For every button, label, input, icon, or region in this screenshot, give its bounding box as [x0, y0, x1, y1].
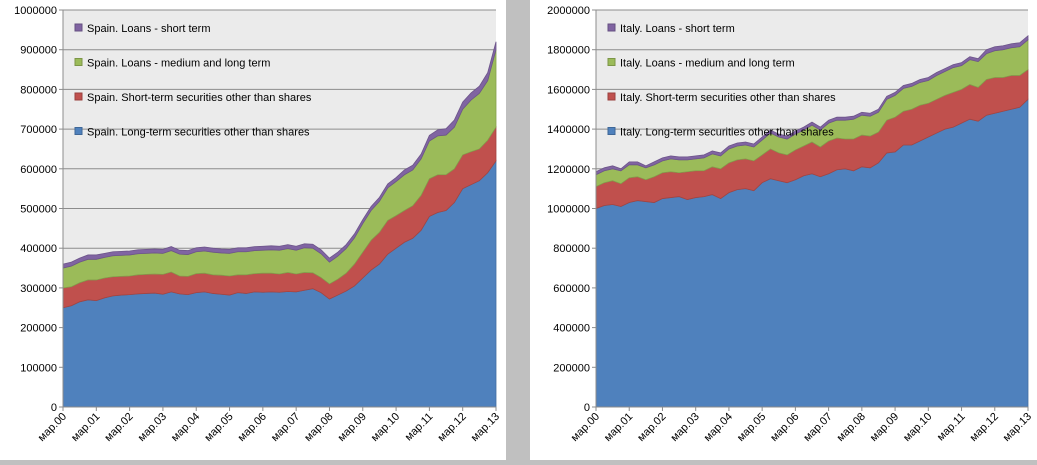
y-tick-label: 800000	[20, 84, 57, 96]
y-tick-label: 900000	[20, 45, 57, 57]
legend-label: Italy. Short-term securities other than …	[620, 92, 836, 104]
y-tick-label: 1800000	[547, 45, 590, 57]
y-tick-label: 400000	[20, 243, 57, 255]
y-tick-label: 1000000	[14, 5, 57, 17]
legend-label: Spain. Long-term securities other than s…	[87, 127, 310, 139]
area	[595, 34, 1029, 176]
legend-swatch	[607, 58, 616, 66]
y-tick-label: 1000000	[547, 204, 590, 216]
y-tick-label: 800000	[553, 243, 590, 255]
legend-swatch	[74, 23, 83, 32]
legend-label: Italy. Loans - short term	[620, 23, 735, 35]
legend-label: Spain. Loans - medium and long term	[87, 58, 270, 70]
y-tick-label: 700000	[20, 124, 57, 136]
y-tick-label: 0	[51, 402, 57, 414]
y-tick-label: 2000000	[547, 5, 590, 17]
legend-swatch	[607, 92, 616, 101]
legend-label: Spain. Loans - short term	[87, 23, 211, 35]
legend-swatch	[607, 23, 616, 32]
legend-swatch	[607, 127, 616, 135]
y-tick-label: 0	[584, 402, 590, 414]
y-tick-label: 300000	[20, 283, 57, 295]
y-tick-label: 1600000	[547, 84, 590, 96]
y-tick-label: 1400000	[547, 124, 590, 136]
y-tick-label: 100000	[20, 362, 57, 374]
y-tick-label: 600000	[553, 283, 590, 295]
legend-label: Spain. Short-term securities other than …	[87, 92, 312, 104]
y-tick-label: 400000	[553, 323, 590, 335]
legend-label: Italy. Long-term securities other than s…	[620, 127, 834, 139]
legend-swatch	[74, 58, 83, 66]
y-tick-label: 200000	[553, 362, 590, 374]
y-tick-label: 1200000	[547, 164, 590, 176]
y-tick-label: 200000	[20, 323, 57, 335]
y-tick-label: 600000	[20, 164, 57, 176]
legend-swatch	[74, 127, 83, 135]
area	[62, 41, 497, 269]
legend-label: Italy. Loans - medium and long term	[620, 58, 795, 70]
y-tick-label: 500000	[20, 204, 57, 216]
legend-swatch	[74, 92, 83, 101]
